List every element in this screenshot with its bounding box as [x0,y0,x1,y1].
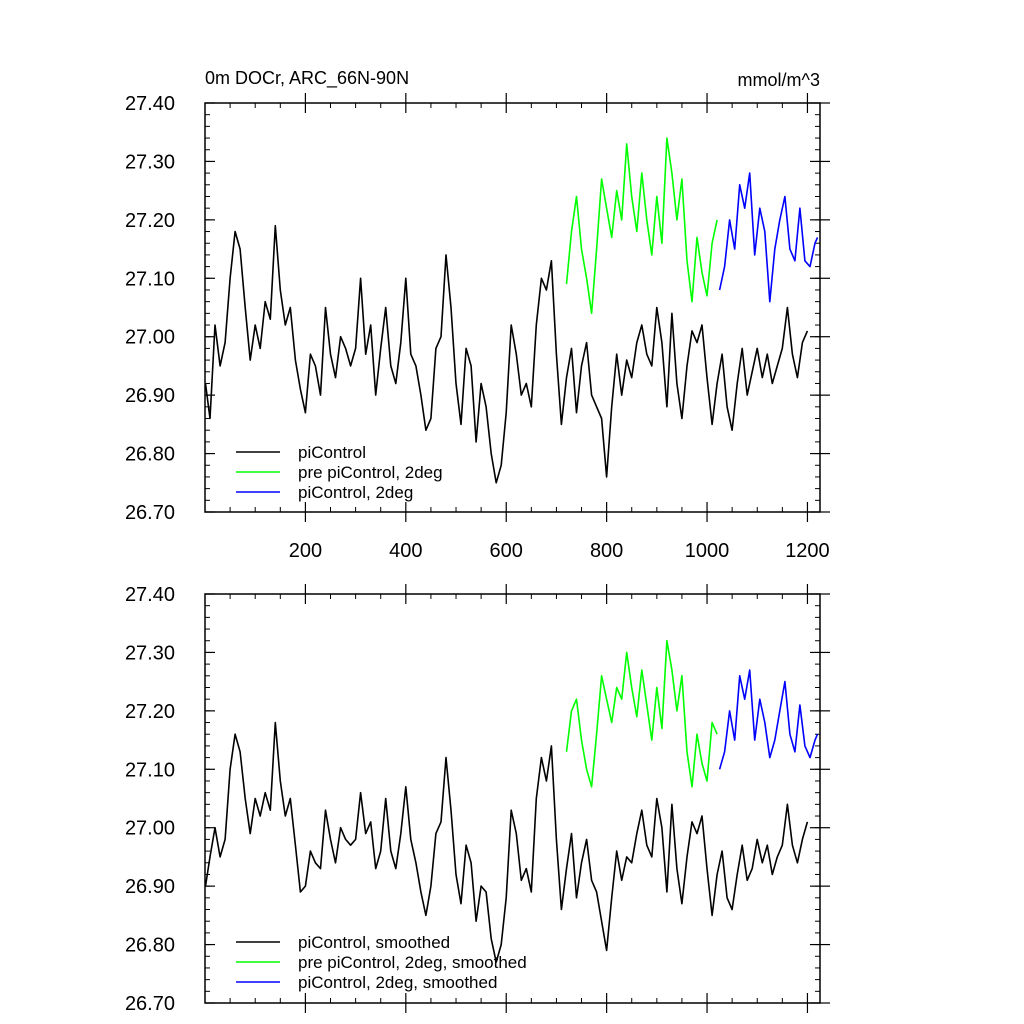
series-line [718,669,819,770]
y-tick-label: 27.40 [125,584,175,606]
chart-title: 0m DOCr, ARC_66N-90N [205,68,409,89]
y-tick-label: 27.00 [125,818,175,840]
y-tick-label: 26.90 [125,385,175,407]
bottom-panel: 26.70 26.80 26.90 27.00 27.10 27.20 27.30 27.40… [125,584,830,1015]
x-tick-label: 600 [490,540,523,562]
x-tick-label: 200 [289,540,322,562]
x-tick-label: 800 [590,540,623,562]
y-tick-label: 27.30 [125,642,175,664]
units-label: mmol/m^3 [738,70,820,90]
series-line [204,721,809,963]
y-tick-label: 27.10 [125,759,175,781]
legend-label: pre piControl, 2deg, smoothed [298,953,527,972]
y-tick-label: 26.90 [125,876,175,898]
y-tick-label: 27.00 [125,327,175,349]
y-tick-label: 26.80 [125,935,175,957]
legend-label: piControl, smoothed [298,933,450,952]
legend-label: piControl, 2deg, smoothed [298,973,497,992]
series-line [718,172,819,303]
series-line [565,137,718,315]
y-tick-label: 27.30 [125,151,175,173]
plot-frame [204,102,821,513]
top-panel: 0m DOCr, ARC_66N-90N mmol/m^3 200 400 600 8… [125,68,830,562]
legend-label: pre piControl, 2deg [298,463,443,482]
y-tick-label: 27.20 [125,210,175,232]
y-tick-label: 27.20 [125,701,175,723]
x-tick-label: 400 [389,540,422,562]
y-tick-label: 26.70 [125,993,175,1015]
legend-label: piControl, 2deg [298,483,413,502]
y-tick-label: 27.40 [125,93,175,115]
y-tick-label: 26.70 [125,502,175,524]
series-line [565,639,718,788]
y-tick-label: 26.80 [125,444,175,466]
series-line [204,224,809,484]
x-tick-label: 1000 [685,540,730,562]
legend-label: piControl [298,443,366,462]
y-tick-label: 27.10 [125,268,175,290]
plot-frame [204,593,821,1004]
x-tick-label: 1200 [785,540,830,562]
